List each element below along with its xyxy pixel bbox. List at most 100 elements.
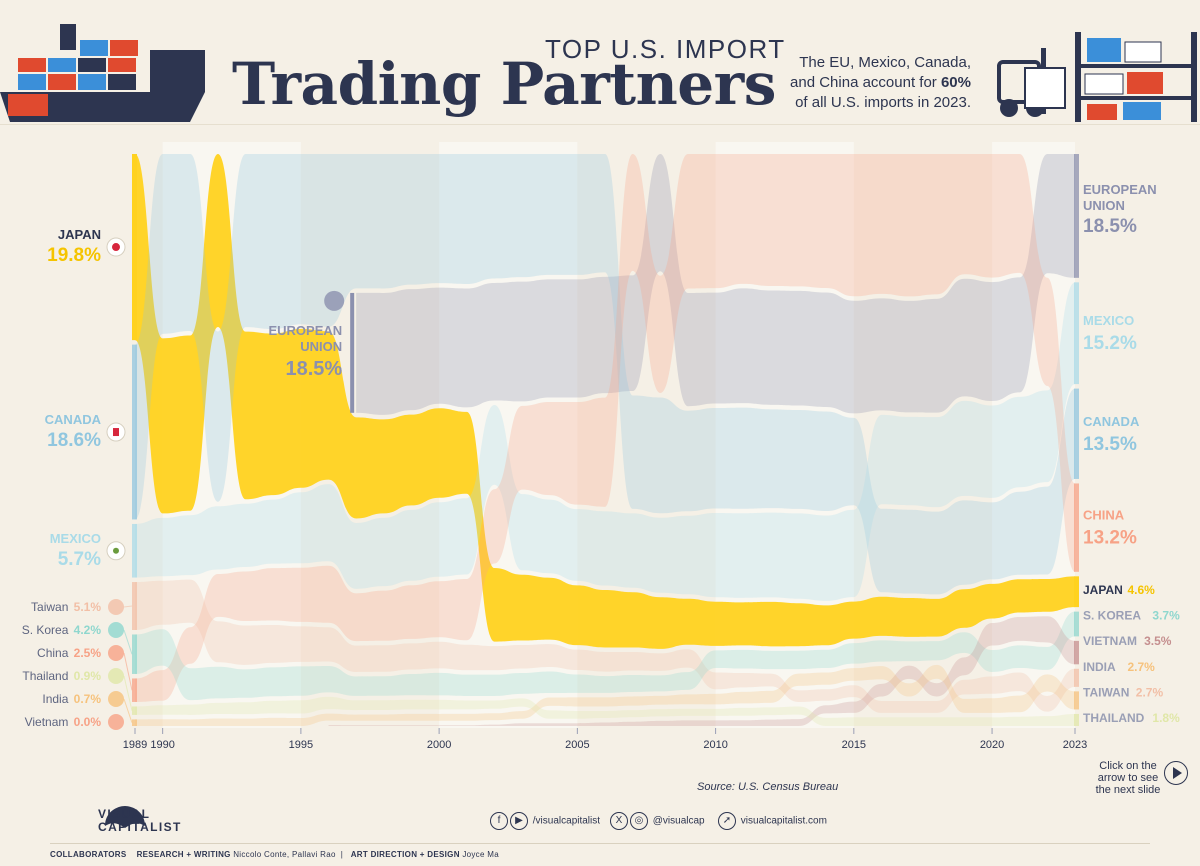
left-leader — [123, 605, 133, 608]
start-bar-thailand — [132, 706, 137, 715]
end-bar-china — [1074, 483, 1079, 572]
stream-european-union — [356, 154, 1075, 415]
collaborators: COLLABORATORS RESEARCH + WRITING Niccolo… — [50, 850, 499, 859]
youtube-icon[interactable]: ▶ — [510, 812, 528, 830]
right-label-name-1: S. KOREA — [1083, 609, 1141, 623]
x-tick-label-2020: 2020 — [980, 739, 1004, 751]
right-label-name-1: THAILAND — [1083, 711, 1145, 725]
left-label-name: China — [37, 646, 69, 660]
cursor-icon[interactable]: ➚ — [718, 812, 736, 830]
left-label-value: 19.8% — [47, 245, 101, 266]
facebook-icon[interactable]: f — [490, 812, 508, 830]
left-label-name: MEXICO — [50, 531, 101, 546]
left-label-canada: CANADA 18.6% — [45, 412, 126, 451]
year-band-3 — [992, 142, 1075, 728]
chart-subtitle: The EU, Mexico, Canada, and China accoun… — [781, 53, 971, 113]
right-label-value: 2.7% — [1128, 660, 1156, 674]
eu-entry-value: 18.5% — [285, 358, 342, 380]
flag-japan-dot — [112, 243, 120, 252]
start-bar-taiwan — [132, 582, 137, 630]
flag-thailand-icon — [108, 668, 124, 684]
visual-capitalist-logo — [105, 806, 145, 828]
right-label-value: 4.6% — [1128, 583, 1156, 597]
right-label-india: INDIA 2.7% — [1083, 660, 1155, 674]
source-note: Source: U.S. Census Bureau — [697, 781, 839, 793]
x-tick-label-2015: 2015 — [842, 739, 866, 751]
instagram-icon[interactable]: ◎ — [630, 812, 648, 830]
left-leader — [123, 629, 133, 655]
right-label-value: 13.5% — [1083, 434, 1137, 455]
left-label-value: 0.0% — [74, 715, 102, 729]
x-tick-label-2005: 2005 — [565, 739, 589, 751]
left-label-value: 5.7% — [58, 549, 101, 570]
subtitle-highlight: 60% — [940, 74, 971, 91]
social-x-instagram[interactable]: X ◎ @visualcap — [610, 812, 705, 830]
left-label-value: 18.6% — [47, 430, 101, 451]
start-bar-mexico — [132, 523, 137, 578]
right-label-name-1: INDIA — [1083, 660, 1116, 674]
social-website[interactable]: ➚ visualcapitalist.com — [718, 812, 827, 830]
start-bar-china — [132, 678, 137, 702]
stream-china — [135, 154, 1075, 702]
social-handle-1[interactable]: /visualcapitalist — [532, 815, 601, 827]
flag-canada-leaf — [113, 428, 119, 437]
social-facebook-youtube[interactable]: f ▶ /visualcapitalist — [490, 812, 600, 830]
x-tick-label-2000: 2000 — [427, 739, 451, 751]
left-label-value: 5.1% — [74, 600, 102, 614]
left-label-mexico: MEXICO 5.7% — [50, 531, 126, 570]
left-leader — [123, 652, 133, 691]
left-label-thailand: 0.9% Thailand — [22, 668, 133, 711]
end-bar-mexico — [1074, 282, 1079, 385]
logo-line-1: VISUAL — [98, 807, 151, 821]
start-bar-canada — [132, 344, 137, 520]
end-bar-canada — [1074, 388, 1079, 479]
left-leader — [123, 675, 133, 711]
flag-india-icon — [108, 691, 124, 707]
website-link[interactable]: visualcapitalist.com — [740, 815, 827, 827]
right-label-name-1: JAPAN — [1083, 583, 1123, 597]
x-icon[interactable]: X — [610, 812, 628, 830]
stream-canada — [135, 154, 1075, 595]
design-names: Joyce Ma — [462, 850, 499, 859]
chart-title: Trading Partners — [232, 50, 776, 118]
footer-divider — [50, 843, 1150, 844]
x-tick-label-1989: 1989 — [123, 739, 147, 751]
left-label-japan: JAPAN 19.8% — [47, 227, 126, 266]
right-label-value: 18.5% — [1083, 216, 1137, 237]
next-slide-arrow-button[interactable] — [1164, 761, 1188, 785]
eu-entry-name-1: EUROPEAN — [268, 323, 342, 338]
research-label: RESEARCH + WRITING — [136, 850, 231, 859]
collaborators-label: COLLABORATORS — [50, 850, 127, 859]
design-label: ART DIRECTION + DESIGN — [350, 850, 460, 859]
right-label-value: 2.7% — [1136, 685, 1164, 699]
end-bar-vietnam — [1074, 640, 1079, 665]
right-label-name-1: EUROPEAN — [1083, 182, 1157, 197]
right-label-value: 15.2% — [1083, 333, 1137, 354]
stream-india — [135, 664, 1075, 726]
next-slide-text: Click on the arrow to see the next slide — [1095, 760, 1161, 796]
right-label-name-2: UNION — [1083, 198, 1125, 213]
left-label-name: Vietnam — [25, 715, 69, 729]
subtitle-text-1: The EU, Mexico, Canada, and China accoun… — [790, 54, 971, 91]
right-label-s-korea: S. KOREA 3.7% — [1083, 609, 1180, 623]
stream-s-korea — [135, 611, 1075, 701]
start-bar-s-korea — [132, 634, 137, 674]
left-label-name: S. Korea — [22, 623, 69, 637]
flag-taiwan-icon — [108, 599, 124, 615]
right-label-canada: CANADA 13.5% — [1083, 414, 1140, 455]
left-label-name: CANADA — [45, 412, 102, 427]
end-bar-japan — [1074, 576, 1079, 608]
chart-svg: EUROPEANUNION18.5%JAPAN19.8%CANADA18.6%M… — [22, 142, 1180, 751]
left-label-value: 0.7% — [74, 692, 102, 706]
flag-vietnam-icon — [108, 714, 124, 730]
stream-taiwan — [135, 579, 1075, 713]
x-tick-label-2010: 2010 — [703, 739, 727, 751]
left-label-china: 2.5% China — [37, 645, 133, 691]
right-label-thailand: THAILAND 1.8% — [1083, 711, 1180, 725]
left-label-taiwan: 5.1% Taiwan — [31, 599, 133, 615]
stream-mexico — [135, 282, 1075, 601]
social-handle-2[interactable]: @visualcap — [652, 815, 705, 827]
cargo-ship-illustration — [0, 24, 205, 122]
end-bar-thailand — [1074, 713, 1079, 726]
